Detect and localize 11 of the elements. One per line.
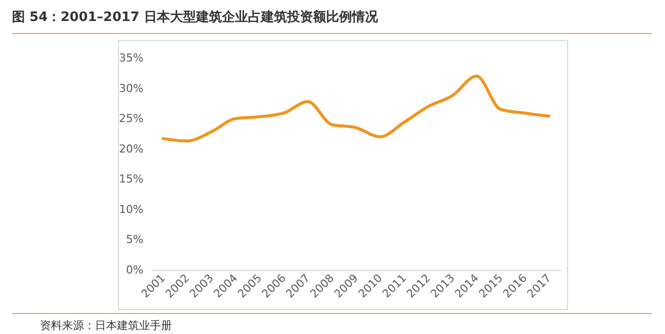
y-tick-label: 0% xyxy=(126,264,144,276)
y-tick-label: 35% xyxy=(119,52,144,64)
y-tick-label: 30% xyxy=(119,82,144,95)
line-series xyxy=(162,74,550,142)
y-tick-label: 25% xyxy=(119,112,144,126)
y-tick-label: 20% xyxy=(119,142,144,156)
y-tick-label: 10% xyxy=(119,202,144,216)
y-tick-label: 15% xyxy=(119,172,144,186)
y-tick-label: 5% xyxy=(126,233,144,246)
text: 资料来源：日本建筑业手册 xyxy=(40,318,172,333)
chart-title: 图 54：2001–2017 日本大型建筑企业占建筑投资额比例情况 xyxy=(12,8,378,26)
